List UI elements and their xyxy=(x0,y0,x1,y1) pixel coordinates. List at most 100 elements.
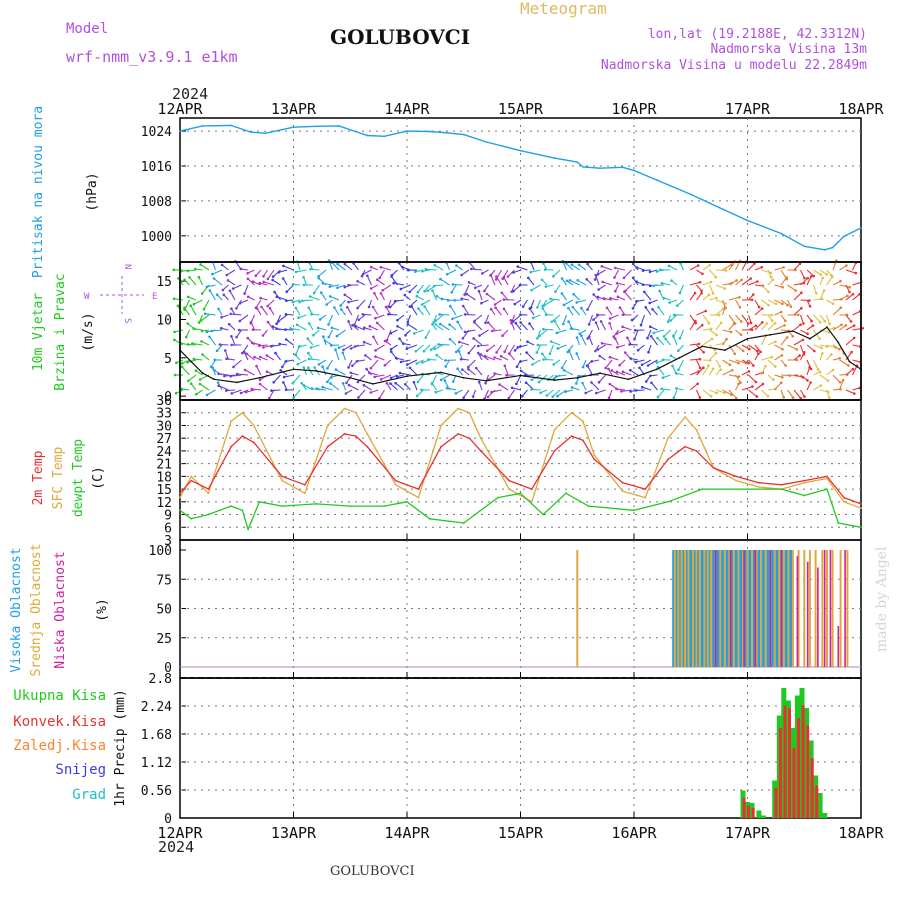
wind-vector xyxy=(237,373,249,376)
wind-arrowhead xyxy=(649,374,652,378)
wind-arrowhead xyxy=(420,303,424,306)
wind-arrowhead xyxy=(258,344,261,348)
wind-arrowhead xyxy=(226,279,230,282)
wind-arrowhead xyxy=(221,288,225,292)
sfc-temp-line-point xyxy=(684,416,686,418)
t2m-line-point xyxy=(252,441,255,444)
wind-arrowhead xyxy=(781,348,784,351)
wind-vector xyxy=(327,314,334,325)
compass-n: N xyxy=(122,264,132,269)
wind-arrowhead xyxy=(769,275,773,279)
wind-arrowhead xyxy=(562,303,566,307)
wind-vector xyxy=(478,291,483,301)
pressure-line-point xyxy=(462,133,465,136)
wind-arrowhead xyxy=(678,291,682,295)
wind-arrowhead xyxy=(656,336,659,340)
wind-arrowhead xyxy=(361,272,365,276)
wind-vector xyxy=(569,279,580,286)
wind-arrowhead xyxy=(678,337,682,340)
wind-arrowhead xyxy=(850,350,853,354)
wind-speed-line-point xyxy=(292,368,295,371)
wind-vector xyxy=(524,374,535,377)
wind-arrowhead xyxy=(780,354,784,357)
wind-arrowhead xyxy=(408,290,412,294)
wind-arrowhead xyxy=(185,335,188,339)
wind-arrowhead xyxy=(459,357,463,361)
wind-arrowhead xyxy=(241,351,244,355)
wind-arrowhead xyxy=(485,349,489,353)
dewpt-line-point xyxy=(230,505,233,507)
wind-arrowhead xyxy=(839,279,842,283)
t2m-line-point xyxy=(667,458,669,461)
wind-arrowhead xyxy=(707,364,710,368)
wind-vector xyxy=(244,284,249,294)
wind-vector xyxy=(539,329,548,337)
dewpt-line-point xyxy=(315,503,318,505)
wind-arrowhead xyxy=(183,278,186,282)
wind-vector xyxy=(767,359,776,368)
dewpt-line-point xyxy=(247,528,250,531)
wind-arrowhead xyxy=(738,306,742,309)
meteogram-label: Meteogram xyxy=(520,0,607,18)
wind-arrowhead xyxy=(356,280,359,283)
wind-arrowhead xyxy=(494,278,498,281)
wind-arrowhead xyxy=(516,346,520,349)
wind-vector xyxy=(806,382,812,391)
precip-conv-bar xyxy=(778,728,782,818)
wind-vector xyxy=(748,374,757,383)
wind-arrowhead xyxy=(427,358,430,361)
wind-vector xyxy=(702,264,711,271)
wind-vector xyxy=(353,314,360,326)
wind-vector xyxy=(375,314,385,319)
wind-arrowhead xyxy=(597,381,601,384)
wind-arrowhead xyxy=(177,277,180,280)
wind-arrowhead xyxy=(803,395,806,398)
wind-arrowhead xyxy=(262,275,265,278)
wind-arrowhead xyxy=(784,364,787,367)
wind-arrowhead xyxy=(853,392,856,395)
time-label-top: 12APR xyxy=(157,100,203,118)
pressure-line-point xyxy=(179,130,181,133)
wind-arrowhead xyxy=(542,358,545,361)
dewpt-line-point xyxy=(406,500,408,503)
wind-arrowhead xyxy=(363,326,366,330)
wind-arrowhead xyxy=(529,270,532,274)
wind-arrowhead xyxy=(615,370,619,374)
wind-vector xyxy=(226,358,236,361)
wind-arrowhead xyxy=(720,321,723,325)
wind-arrowhead xyxy=(662,296,665,300)
wind-vector xyxy=(218,385,229,391)
wind-ylabel-a: 10m Vjetar xyxy=(31,293,46,371)
wind-arrowhead xyxy=(330,376,333,379)
precip-total-bar xyxy=(760,815,766,818)
wind-vector xyxy=(486,293,496,301)
wind-arrowhead xyxy=(317,363,321,366)
wind-arrowhead xyxy=(667,264,671,268)
wind-arrowhead xyxy=(795,358,799,362)
wind-arrowhead xyxy=(707,321,711,325)
sfc-temp-line-point xyxy=(667,437,669,440)
wind-arrowhead xyxy=(407,268,410,272)
wind-arrowhead xyxy=(208,335,211,339)
wind-arrowhead xyxy=(669,319,672,322)
wind-arrowhead xyxy=(351,364,354,368)
wind-arrowhead xyxy=(761,321,764,324)
wind-arrowhead xyxy=(548,352,552,356)
wind-vector xyxy=(362,269,372,275)
wind-arrowhead xyxy=(740,278,743,282)
t2m-line-point xyxy=(440,445,442,448)
wind-vector xyxy=(689,383,699,391)
wind-vector xyxy=(793,263,801,271)
wind-vector xyxy=(696,310,707,316)
wind-arrowhead xyxy=(343,293,347,297)
wind-arrowhead xyxy=(432,284,436,288)
wind-arrowhead xyxy=(192,357,196,361)
wind-vector xyxy=(563,369,574,376)
wind-arrowhead xyxy=(317,275,320,278)
wind-arrowhead xyxy=(454,350,458,354)
wind-vector xyxy=(434,264,444,271)
wind-arrowhead xyxy=(498,383,501,386)
wind-vector xyxy=(468,368,476,376)
wind-vector xyxy=(436,354,444,361)
wind-arrowhead xyxy=(433,347,437,351)
